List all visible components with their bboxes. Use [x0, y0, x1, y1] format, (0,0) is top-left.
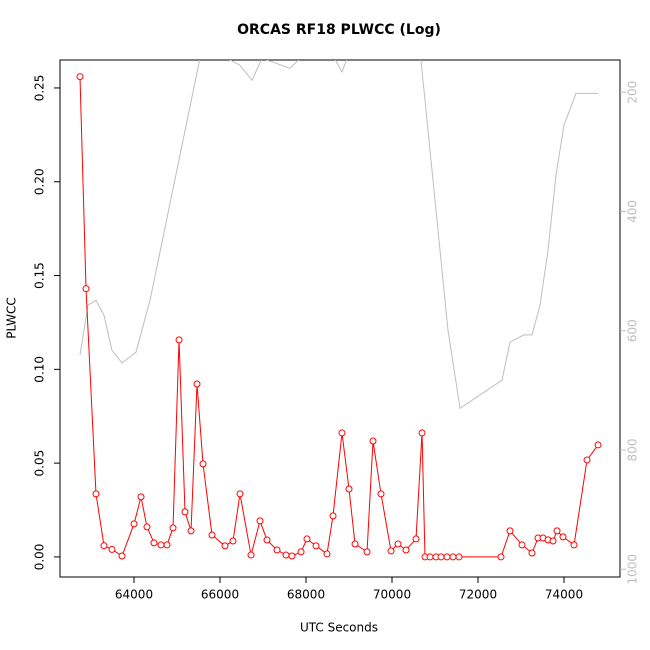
point [263, 536, 271, 544]
point [92, 490, 100, 498]
y-tick-label: 0.20 [33, 168, 47, 195]
y2-tick-label: 400 [626, 200, 640, 223]
y2-tick-label: 800 [626, 439, 640, 462]
x-tick-label: 72000 [459, 588, 497, 602]
point [150, 539, 158, 547]
point [282, 551, 290, 559]
point [175, 336, 183, 344]
point [323, 550, 331, 558]
point [187, 527, 195, 535]
point [82, 285, 90, 293]
point [363, 548, 371, 556]
point [528, 549, 536, 557]
y2-tick-label: 600 [626, 319, 640, 342]
point [193, 380, 201, 388]
point [570, 541, 578, 549]
x-tick-label: 68000 [287, 588, 325, 602]
point [402, 546, 410, 554]
point [455, 553, 463, 561]
x-tick-label: 74000 [545, 588, 583, 602]
point [377, 490, 385, 498]
point [297, 548, 305, 556]
point [387, 547, 395, 555]
point [443, 553, 451, 561]
point [100, 542, 108, 550]
point [76, 73, 84, 81]
y-tick-label: 0.15 [33, 262, 47, 289]
point [583, 456, 591, 464]
point [351, 540, 359, 548]
point [303, 535, 311, 543]
point [247, 551, 255, 559]
point [108, 545, 116, 553]
point [449, 553, 457, 561]
point [312, 542, 320, 550]
point [163, 541, 171, 549]
y-tick-label: 0.00 [33, 544, 47, 571]
y-axis-label: PLWCC [5, 297, 19, 338]
point [236, 490, 244, 498]
point [208, 531, 216, 539]
y2-tick-label: 200 [626, 81, 640, 104]
point [506, 527, 514, 535]
point [143, 523, 151, 531]
point [221, 542, 229, 550]
point [369, 437, 377, 445]
point [329, 512, 337, 520]
x-tick-label: 64000 [115, 588, 153, 602]
point [169, 524, 177, 532]
y-tick-label: 0.25 [33, 75, 47, 102]
point [137, 493, 145, 501]
point [553, 527, 561, 535]
x-tick-label: 70000 [373, 588, 411, 602]
point [549, 537, 557, 545]
point [118, 552, 126, 560]
point [497, 553, 505, 561]
plot-frame [59, 59, 621, 578]
series-line [79, 76, 599, 558]
point [345, 485, 353, 493]
point [412, 535, 420, 543]
y-tick-label: 0.10 [33, 356, 47, 383]
point [338, 429, 346, 437]
y-tick-label: 0.05 [33, 450, 47, 477]
series-line [79, 60, 599, 410]
point [594, 441, 602, 449]
y2-tick-label: 1000 [626, 554, 640, 585]
point [199, 460, 207, 468]
point [288, 552, 296, 560]
point [418, 429, 426, 437]
point [437, 553, 445, 561]
point [229, 537, 237, 545]
point [157, 541, 165, 549]
chart-title: ORCAS RF18 PLWCC (Log) [237, 22, 441, 38]
point [273, 546, 281, 554]
x-axis-label: UTC Seconds [300, 621, 378, 635]
point [426, 553, 434, 561]
point [559, 533, 567, 541]
point [130, 520, 138, 528]
point [394, 540, 402, 548]
point [256, 517, 264, 525]
x-tick-label: 66000 [201, 588, 239, 602]
point [518, 541, 526, 549]
point [181, 508, 189, 516]
